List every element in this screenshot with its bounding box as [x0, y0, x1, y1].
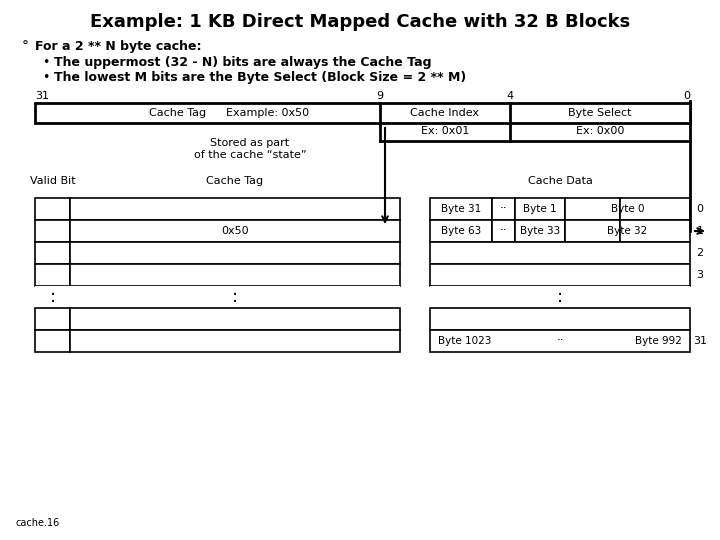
Bar: [35, 330, 70, 352]
Text: Byte 63: Byte 63: [441, 226, 481, 236]
Text: Byte 32: Byte 32: [608, 226, 647, 236]
Text: ··: ··: [557, 334, 564, 348]
Text: •: •: [42, 56, 50, 69]
Bar: [35, 198, 70, 220]
Text: 31: 31: [35, 91, 49, 101]
Bar: [70, 286, 400, 308]
Text: •: •: [42, 71, 50, 84]
Text: cache.16: cache.16: [15, 518, 59, 528]
Text: ··: ··: [500, 225, 508, 238]
Text: Byte 31: Byte 31: [441, 204, 481, 214]
Bar: [430, 308, 690, 330]
Bar: [430, 242, 690, 264]
Text: The uppermost (32 - N) bits are always the Cache Tag: The uppermost (32 - N) bits are always t…: [54, 56, 431, 69]
Text: 0x50: 0x50: [221, 226, 249, 236]
Text: Cache Tag: Cache Tag: [149, 108, 206, 118]
Bar: [430, 330, 690, 352]
Bar: [35, 264, 70, 286]
Text: 31: 31: [693, 336, 707, 346]
Text: ··: ··: [500, 202, 508, 215]
Bar: [430, 198, 492, 220]
Bar: [430, 220, 492, 242]
Text: :: :: [557, 288, 563, 306]
Text: Ex: 0x01: Ex: 0x01: [420, 126, 469, 136]
Bar: [430, 286, 690, 308]
Bar: [70, 242, 400, 264]
Bar: [515, 198, 565, 220]
Bar: [70, 264, 400, 286]
Bar: [35, 220, 70, 242]
Bar: [70, 220, 400, 242]
Text: Cache Index: Cache Index: [410, 108, 480, 118]
Text: 2: 2: [696, 248, 703, 258]
Text: 9: 9: [377, 91, 384, 101]
Text: Byte 992: Byte 992: [635, 336, 682, 346]
Text: °: °: [22, 40, 29, 54]
Text: Byte 0: Byte 0: [611, 204, 644, 214]
Bar: [492, 198, 515, 220]
Bar: [70, 198, 400, 220]
Text: of the cache “state”: of the cache “state”: [194, 150, 306, 160]
Text: 4: 4: [506, 91, 513, 101]
Text: :: :: [50, 288, 55, 306]
Text: 0: 0: [696, 204, 703, 214]
Bar: [70, 308, 400, 330]
Bar: [70, 330, 400, 352]
Text: :: :: [232, 288, 238, 306]
Bar: [620, 198, 690, 220]
Bar: [620, 220, 690, 242]
Text: 1: 1: [696, 226, 703, 236]
Bar: [35, 286, 70, 308]
Bar: [492, 220, 515, 242]
Bar: [35, 308, 70, 330]
Bar: [430, 264, 690, 286]
Text: 0: 0: [683, 91, 690, 101]
Text: Byte 33: Byte 33: [520, 226, 560, 236]
Bar: [515, 220, 565, 242]
Text: Example: 0x50: Example: 0x50: [226, 108, 309, 118]
Text: 3: 3: [696, 270, 703, 280]
Text: Valid Bit: Valid Bit: [30, 176, 76, 186]
Text: Cache Data: Cache Data: [528, 176, 593, 186]
Bar: [565, 198, 620, 220]
Text: Stored as part: Stored as part: [210, 138, 289, 148]
Bar: [35, 242, 70, 264]
Bar: [565, 220, 620, 242]
Text: The lowest M bits are the Byte Select (Block Size = 2 ** M): The lowest M bits are the Byte Select (B…: [54, 71, 467, 84]
Text: Ex: 0x00: Ex: 0x00: [576, 126, 624, 136]
Text: Byte 1023: Byte 1023: [438, 336, 491, 346]
Text: For a 2 ** N byte cache:: For a 2 ** N byte cache:: [35, 40, 202, 53]
Text: Byte Select: Byte Select: [568, 108, 631, 118]
Text: Example: 1 KB Direct Mapped Cache with 32 B Blocks: Example: 1 KB Direct Mapped Cache with 3…: [90, 13, 630, 31]
Bar: [35, 103, 690, 123]
Text: Cache Tag: Cache Tag: [207, 176, 264, 186]
Text: Byte 1: Byte 1: [523, 204, 557, 214]
